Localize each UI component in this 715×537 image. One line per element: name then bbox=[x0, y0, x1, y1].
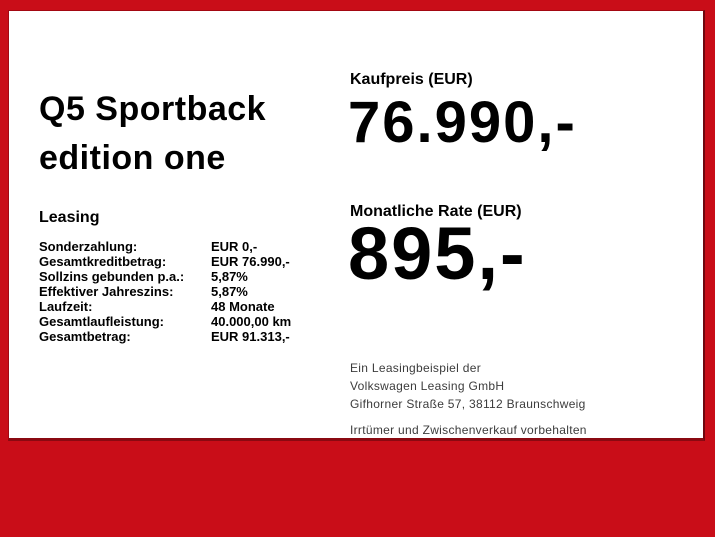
leasing-row-sollzins: Sollzins gebunden p.a.: 5,87% bbox=[39, 269, 339, 284]
purchase-price-value: 76.990,- bbox=[348, 90, 577, 155]
disclaimer-line2: Volkswagen Leasing GmbH bbox=[350, 379, 505, 393]
monthly-rate-label: Monatliche Rate (EUR) bbox=[350, 203, 522, 220]
disclaimer-line1: Ein Leasingbeispiel der bbox=[350, 361, 481, 375]
leasing-heading: Leasing bbox=[39, 209, 100, 226]
leasing-row-sonderzahlung: Sonderzahlung: EUR 0,- bbox=[39, 239, 339, 254]
leasing-row-label: Effektiver Jahreszins: bbox=[39, 284, 174, 299]
leasing-row-label: Gesamtbetrag: bbox=[39, 329, 131, 344]
vehicle-title-line1: Q5 Sportback bbox=[39, 90, 267, 128]
errors-reserved-notice: Irrtümer und Zwischenverkauf vorbehalten bbox=[350, 423, 587, 437]
leasing-row-gesamtbetrag: Gesamtbetrag: EUR 91.313,- bbox=[39, 329, 339, 344]
leasing-row-gesamtlaufleistung: Gesamtlaufleistung: 40.000,00 km bbox=[39, 314, 339, 329]
leasing-row-laufzeit: Laufzeit: 48 Monate bbox=[39, 299, 339, 314]
vehicle-title-line2: edition one bbox=[39, 139, 226, 177]
leasing-row-value: EUR 0,- bbox=[211, 239, 258, 254]
leasing-row-label: Sonderzahlung: bbox=[39, 239, 138, 254]
leasing-row-value: 5,87% bbox=[211, 269, 248, 284]
monthly-rate-value: 895,- bbox=[348, 212, 527, 295]
leasing-disclaimer: Ein Leasingbeispiel der Volkswagen Leasi… bbox=[350, 359, 586, 413]
disclaimer-line3: Gifhorner Straße 57, 38112 Braunschweig bbox=[350, 397, 586, 411]
leasing-row-gesamtkreditbetrag: Gesamtkreditbetrag: EUR 76.990,- bbox=[39, 254, 339, 269]
leasing-row-label: Laufzeit: bbox=[39, 299, 93, 314]
leasing-row-label: Sollzins gebunden p.a.: bbox=[39, 269, 185, 284]
vehicle-title: Q5 Sportback edition one bbox=[39, 85, 266, 183]
leasing-row-label: Gesamtlaufleistung: bbox=[39, 314, 164, 329]
leasing-row-value: 5,87% bbox=[211, 284, 248, 299]
purchase-price-label: Kaufpreis (EUR) bbox=[350, 71, 473, 88]
leasing-table: Sonderzahlung: EUR 0,- Gesamtkreditbetra… bbox=[39, 239, 339, 344]
leasing-row-value: 48 Monate bbox=[211, 299, 275, 314]
price-card: Q5 Sportback edition one Leasing Sonderz… bbox=[8, 10, 705, 441]
leasing-row-value: EUR 76.990,- bbox=[211, 254, 290, 269]
leasing-row-value: 40.000,00 km bbox=[211, 314, 292, 329]
leasing-row-label: Gesamtkreditbetrag: bbox=[39, 254, 167, 269]
leasing-row-value: EUR 91.313,- bbox=[211, 329, 290, 344]
leasing-row-effektiver-jahreszins: Effektiver Jahreszins: 5,87% bbox=[39, 284, 339, 299]
